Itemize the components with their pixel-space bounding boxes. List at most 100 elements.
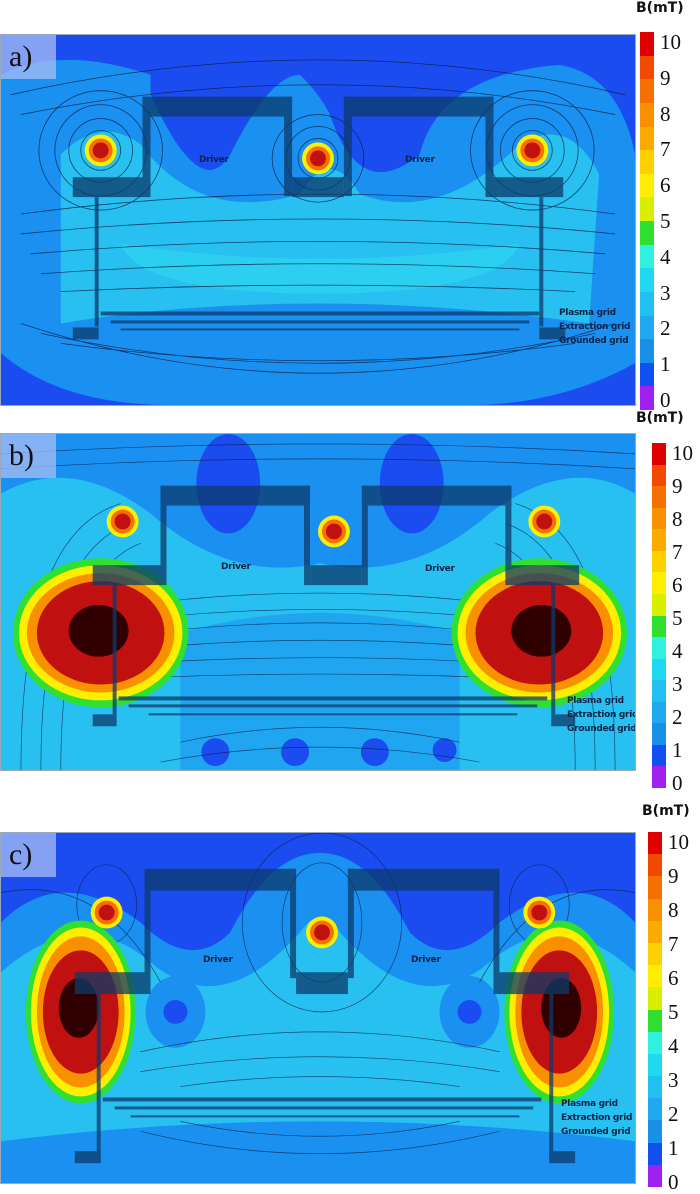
colorbar-segment <box>648 876 662 899</box>
colorbar-segment <box>648 1053 662 1077</box>
panel-label: a) <box>1 35 56 79</box>
panel-label: c) <box>1 833 56 877</box>
colorbar-tick: 1 <box>660 352 671 377</box>
field-map-a <box>1 35 635 405</box>
colorbar-tick: 7 <box>668 932 679 956</box>
colorbar-tick: 8 <box>672 507 683 531</box>
colorbar-a <box>640 32 654 410</box>
colorbar-segment <box>648 942 662 966</box>
colorbar-tick: 5 <box>668 1000 679 1024</box>
colorbar-segment <box>648 854 662 877</box>
colorbar-segment <box>648 1009 662 1032</box>
colorbar-tick: 10 <box>668 830 689 854</box>
colorbar-segment <box>652 637 666 659</box>
plasma-grid-label: Plasma grid <box>559 308 616 318</box>
grounded-grid-label: Grounded grid <box>567 724 636 734</box>
colorbar-tick: 0 <box>672 771 683 795</box>
colorbar-segment <box>640 362 654 387</box>
colorbar-segment <box>652 723 666 745</box>
colorbar-segment <box>640 268 654 292</box>
panel-label: b) <box>1 434 56 478</box>
colorbar-segment <box>640 55 654 80</box>
colorbar-tick: 4 <box>660 244 671 269</box>
grounded-grid-label: Grounded grid <box>561 1127 631 1137</box>
panel-c: c) Driver Driver Plasma grid Extraction … <box>0 832 636 1184</box>
colorbar-tick: 4 <box>668 1034 679 1058</box>
colorbar-tick: 0 <box>668 1170 679 1194</box>
driver-label-left: Driver <box>203 955 233 965</box>
extraction-grid-label: Extraction grid <box>561 1113 633 1123</box>
driver-label-right: Driver <box>405 155 435 165</box>
colorbar-segment <box>640 102 654 127</box>
colorbar-segment <box>652 744 666 767</box>
colorbar-segment <box>640 197 654 221</box>
plasma-grid-label: Plasma grid <box>567 696 624 706</box>
colorbar-tick: 1 <box>668 1136 679 1160</box>
colorbar-segment <box>652 593 666 616</box>
driver-label-left: Driver <box>199 155 229 165</box>
colorbar-segment <box>652 486 666 508</box>
driver-label-right: Driver <box>425 564 455 574</box>
colorbar-tick: 5 <box>660 209 671 233</box>
colorbar-segment <box>648 920 662 943</box>
colorbar-segment <box>640 150 654 174</box>
colorbar-segment <box>652 443 666 465</box>
colorbar-segment <box>648 1098 662 1121</box>
colorbar-segment <box>640 386 654 410</box>
extraction-grid-label: Extraction grid <box>559 322 631 332</box>
colorbar-segment <box>640 244 654 269</box>
colorbar-unit-b: B(mT) <box>636 410 684 426</box>
colorbar-tick: 2 <box>672 705 683 729</box>
colorbar-segment <box>652 529 666 551</box>
colorbar-segment <box>652 464 666 487</box>
colorbar-tick: 10 <box>660 30 681 54</box>
colorbar-unit-a: B(mT) <box>636 0 684 16</box>
colorbar-c <box>648 832 662 1187</box>
colorbar-segment <box>640 339 654 363</box>
colorbar-tick: 6 <box>660 173 671 198</box>
colorbar-tick: 0 <box>660 388 671 412</box>
grounded-grid-label: Grounded grid <box>559 336 629 346</box>
field-map-b <box>1 434 635 770</box>
colorbar-segment <box>640 126 654 151</box>
colorbar-segment <box>648 1031 662 1054</box>
colorbar-tick: 3 <box>668 1068 679 1092</box>
colorbar-tick: 10 <box>672 441 693 465</box>
colorbar-segment <box>648 987 662 1010</box>
colorbar-segment <box>652 680 666 702</box>
colorbar-tick: 2 <box>660 316 671 341</box>
colorbar-tick: 6 <box>668 966 679 990</box>
colorbar-tick: 9 <box>672 474 683 498</box>
extraction-grid-label: Extraction grid <box>567 710 636 720</box>
driver-label-left: Driver <box>221 562 251 572</box>
colorbar-segment <box>652 572 666 594</box>
colorbar-tick: 3 <box>672 672 683 696</box>
colorbar-tick: 8 <box>668 898 679 922</box>
field-map-c <box>1 833 635 1183</box>
colorbar-segment <box>640 173 654 198</box>
colorbar-segment <box>652 507 666 530</box>
colorbar-tick: 7 <box>672 540 683 564</box>
colorbar-segment <box>652 550 666 573</box>
colorbar-tick: 1 <box>672 738 683 762</box>
colorbar-tick: 3 <box>660 280 671 305</box>
colorbar-segment <box>652 658 666 681</box>
colorbar-unit-c: B(mT) <box>642 803 690 819</box>
colorbar-tick: 9 <box>668 864 679 888</box>
colorbar-segment <box>648 965 662 988</box>
driver-label-right: Driver <box>411 955 441 965</box>
colorbar-tick: 5 <box>672 606 683 630</box>
colorbar-segment <box>640 221 654 245</box>
colorbar-segment <box>648 1142 662 1165</box>
colorbar-tick: 2 <box>668 1102 679 1126</box>
colorbar-segment <box>648 1164 662 1187</box>
colorbar-segment <box>652 615 666 638</box>
colorbar-segment <box>652 766 666 788</box>
colorbar-tick: 9 <box>660 65 671 90</box>
colorbar-segment <box>648 1076 662 1099</box>
colorbar-segment <box>640 32 654 56</box>
colorbar-segment <box>640 79 654 103</box>
colorbar-tick: 8 <box>660 101 671 126</box>
colorbar-segment <box>652 701 666 724</box>
colorbar-segment <box>640 291 654 316</box>
